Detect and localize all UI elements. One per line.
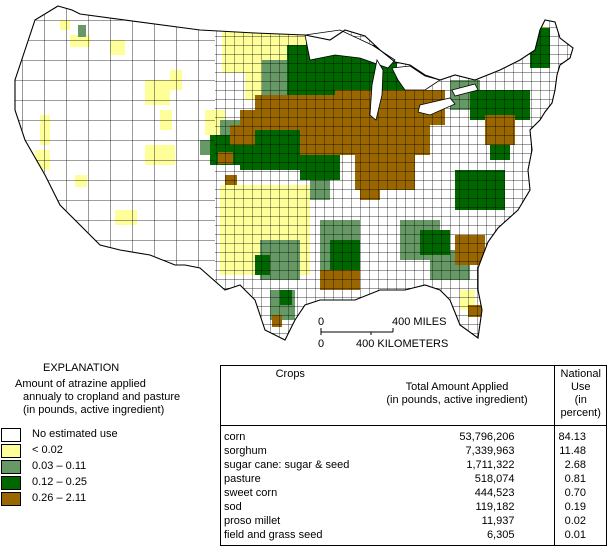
cell-total: 6,305 [486,529,515,541]
legend-swatch [1,460,21,474]
cell-pct: 0.70 [554,486,607,500]
subtitle-line: (in pounds, active ingredient) [23,404,165,416]
cell-crop: pasture [224,473,261,485]
header-total-amount: Total Amount Applied (in pounds, active … [359,365,555,426]
cell-pct: 2.68 [554,458,607,472]
legend-label: 0.26 – 2.11 [32,492,87,504]
cell-pct: 11.48 [554,444,607,458]
cell-total: 1,711,322 [466,459,515,471]
legend-label: No estimated use [32,428,118,440]
legend: No estimated use < 0.02 0.03 – 0.11 0.12… [0,428,200,508]
crop-use-table: Crops Total Amount Applied (in pounds, a… [220,365,607,546]
cell-pct: 0.81 [554,472,607,486]
cell-pct: 0.02 [554,514,607,528]
atrazine-use-map [14,5,574,341]
table-row: proso millet 11,937 0.02 [221,514,607,528]
explanation-title: EXPLANATION [43,362,120,374]
cell-total: 444,523 [474,487,515,499]
cell-crop: sorghum [224,445,267,457]
explanation-subtitle: Amount of atrazine applied annualy to cr… [15,378,215,417]
legend-item-0-03-0-11: 0.03 – 0.11 [0,460,200,476]
legend-item-none: No estimated use [0,428,200,444]
cell-crop: sweet corn [224,487,278,499]
cell-crop: sugar cane: sugar & seed [224,459,350,471]
legend-item-0-26-2-11: 0.26 – 2.11 [0,492,200,508]
cell-total: 11,937 [481,515,515,527]
cell-total: 119,182 [475,501,515,513]
subtitle-line: annualy to cropland and pasture [23,391,181,403]
table-row: sweet corn 444,523 0.70 [221,486,607,500]
subtitle-line: Amount of atrazine applied [15,378,146,390]
header-crops: Crops [220,365,360,426]
legend-swatch [1,428,21,442]
scale-line [320,328,394,335]
cell-crop: field and grass seed [224,529,323,541]
scale-miles-end: 400 MILES [392,316,447,328]
legend-item-lt-0-02: < 0.02 [0,444,200,460]
cell-total: 518,074 [474,473,515,485]
table-row: sorghum 7,339,963 11.48 [221,444,607,458]
scale-km-end: 400 KILOMETERS [356,338,449,350]
header-national-use: National Use (in percent) [554,365,607,426]
table-row: pasture 518,074 0.81 [221,472,607,486]
cell-crop: proso millet [224,515,281,527]
table-header-row: Crops Total Amount Applied (in pounds, a… [220,365,607,426]
legend-label: 0.12 – 0.25 [32,476,88,488]
cell-total: 53,796,206 [459,431,515,443]
cell-pct: 84.13 [554,425,607,444]
scale-km-start: 0 [318,338,325,350]
table-row: corn 53,796,206 84.13 [221,425,607,444]
table-row: sod 119,182 0.19 [221,500,607,514]
cell-pct: 0.01 [554,528,607,546]
legend-label: < 0.02 [32,444,63,456]
legend-label: 0.03 – 0.11 [32,460,87,472]
legend-swatch [1,476,21,490]
cell-crop: corn [224,431,246,443]
table-row: sugar cane: sugar & seed 1,711,322 2.68 [221,458,607,472]
legend-item-0-12-0-25: 0.12 – 0.25 [0,476,200,492]
scale-miles-start: 0 [318,316,325,328]
legend-swatch [1,492,21,506]
legend-swatch [1,444,21,458]
cell-crop: sod [224,501,242,513]
scale-bar: 0 400 MILES 0 400 KILOMETERS [318,316,449,350]
cell-total: 7,339,963 [465,445,515,457]
table-row: field and grass seed 6,305 0.01 [221,528,607,546]
cell-pct: 0.19 [554,500,607,514]
